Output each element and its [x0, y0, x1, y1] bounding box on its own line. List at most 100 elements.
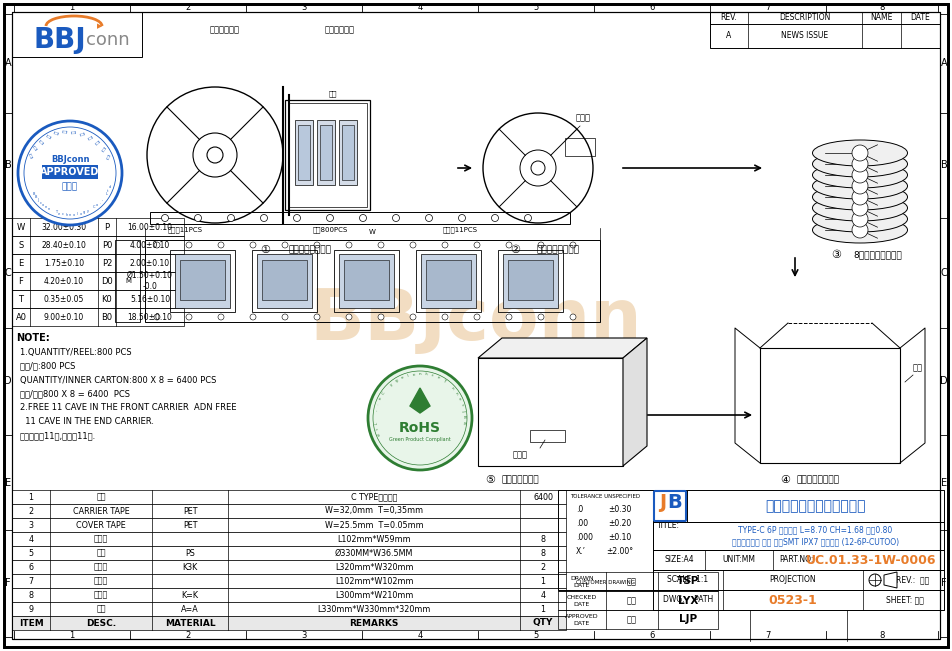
Text: conn: conn: [86, 31, 129, 49]
Text: 产品800PCS: 产品800PCS: [312, 227, 347, 233]
Text: L300mm*W210mm: L300mm*W210mm: [335, 590, 413, 600]
Circle shape: [162, 214, 169, 221]
Text: Ø330MM*W36.5MM: Ø330MM*W36.5MM: [335, 549, 413, 557]
Text: E: E: [18, 258, 24, 268]
FancyBboxPatch shape: [654, 491, 686, 521]
Circle shape: [442, 314, 448, 320]
Text: B: B: [32, 192, 35, 196]
Circle shape: [186, 242, 192, 248]
Text: B: B: [5, 161, 11, 171]
Bar: [145, 240, 600, 322]
Text: n: n: [454, 391, 459, 396]
Text: .: .: [376, 403, 380, 406]
Text: W=25.5mm  T=0.05mm: W=25.5mm T=0.05mm: [325, 521, 424, 529]
Circle shape: [506, 242, 512, 248]
Ellipse shape: [812, 173, 907, 199]
Text: PET: PET: [183, 521, 197, 529]
Text: REMARKS: REMARKS: [349, 618, 399, 628]
Text: K0: K0: [102, 294, 112, 303]
Text: DATE: DATE: [574, 602, 590, 607]
Text: g: g: [83, 210, 86, 214]
Ellipse shape: [812, 162, 907, 188]
Text: d: d: [377, 432, 382, 436]
Circle shape: [852, 189, 868, 205]
Bar: [170, 250, 235, 312]
Text: ③: ③: [831, 250, 841, 260]
Text: 4: 4: [29, 534, 33, 544]
Text: 8: 8: [880, 631, 884, 639]
Text: F: F: [5, 579, 10, 589]
Text: h: h: [425, 372, 427, 376]
Circle shape: [360, 214, 367, 221]
Text: c: c: [39, 201, 41, 204]
Text: B: B: [462, 421, 466, 424]
Text: ,: ,: [374, 409, 379, 411]
Text: ±0.10: ±0.10: [608, 534, 631, 542]
Text: ITEM: ITEM: [19, 618, 44, 628]
Text: 5: 5: [533, 3, 539, 12]
Text: UC.01.33-1W-0006: UC.01.33-1W-0006: [806, 553, 937, 566]
Text: 外箱封箱示意图: 外箱封箱示意图: [501, 475, 539, 484]
Text: c: c: [430, 374, 434, 378]
Bar: [710, 12, 940, 48]
Text: 上带: 上带: [328, 90, 337, 97]
Text: E: E: [5, 477, 11, 488]
Polygon shape: [410, 388, 430, 413]
Text: ②: ②: [510, 245, 520, 255]
Text: 1: 1: [541, 605, 545, 613]
Bar: [339, 254, 394, 308]
Text: h: h: [66, 213, 68, 217]
Bar: [478, 358, 623, 466]
Bar: [653, 490, 944, 522]
Text: W: W: [17, 223, 25, 232]
Circle shape: [18, 121, 122, 225]
Circle shape: [218, 242, 224, 248]
Text: 技: 技: [54, 131, 60, 135]
Circle shape: [228, 214, 234, 221]
Text: PROJECTION: PROJECTION: [769, 575, 816, 585]
Text: NOTE:: NOTE:: [16, 333, 50, 343]
Text: 深圳市步步精科技有限公司: 深圳市步步精科技有限公司: [765, 499, 865, 513]
Circle shape: [392, 214, 400, 221]
Text: 外标签: 外标签: [94, 577, 109, 585]
Text: l: l: [407, 374, 409, 378]
Text: .000: .000: [576, 534, 593, 542]
Circle shape: [250, 242, 256, 248]
Text: TITLE:: TITLE:: [657, 521, 680, 531]
Circle shape: [474, 314, 480, 320]
Text: n: n: [419, 372, 422, 376]
Bar: [12, 272, 184, 290]
Text: 4.00±0.10: 4.00±0.10: [129, 240, 170, 249]
Text: 28.40±0.10: 28.40±0.10: [42, 240, 87, 249]
Bar: [12, 616, 566, 630]
Text: L: L: [374, 421, 378, 424]
Circle shape: [426, 214, 432, 221]
Text: A=A: A=A: [181, 605, 199, 613]
Text: 4.20±0.10: 4.20±0.10: [44, 277, 84, 286]
Bar: [180, 260, 225, 300]
Text: F: F: [942, 579, 947, 589]
Text: QUANTITY/INNER CARTON:800 X 8 = 6400 PCS: QUANTITY/INNER CARTON:800 X 8 = 6400 PCS: [20, 376, 216, 385]
Text: t: t: [108, 189, 109, 193]
Text: 精: 精: [71, 130, 77, 133]
Text: ⑤: ⑤: [485, 475, 495, 485]
Text: D: D: [4, 376, 11, 387]
Text: L320mm*W320mm: L320mm*W320mm: [335, 562, 413, 572]
Text: 2: 2: [186, 3, 190, 12]
Bar: [498, 250, 563, 312]
Text: o: o: [42, 203, 44, 207]
Text: 3: 3: [29, 521, 33, 529]
Bar: [317, 120, 335, 185]
Text: o: o: [80, 212, 82, 215]
Bar: [530, 430, 565, 442]
Bar: [653, 490, 687, 522]
Bar: [12, 532, 566, 546]
Text: 产品出料方向: 产品出料方向: [325, 25, 355, 35]
Bar: [320, 125, 332, 180]
Bar: [285, 100, 370, 210]
Text: 1: 1: [541, 577, 545, 585]
Text: L102mm*W102mm: L102mm*W102mm: [335, 577, 413, 585]
Text: .0: .0: [576, 505, 584, 514]
Text: 科: 科: [63, 130, 69, 133]
Text: CARRIER TAPE: CARRIER TAPE: [72, 506, 129, 516]
